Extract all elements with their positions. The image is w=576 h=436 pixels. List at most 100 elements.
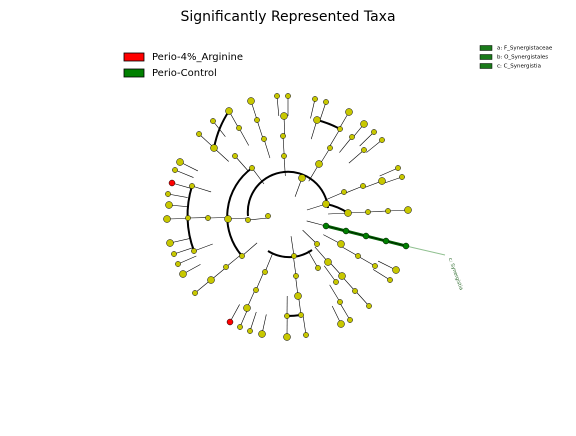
branch	[194, 244, 213, 251]
node	[175, 261, 180, 266]
node	[237, 324, 242, 329]
node	[337, 126, 342, 131]
node	[244, 305, 251, 312]
node	[196, 131, 201, 136]
branch	[349, 150, 364, 163]
node	[284, 313, 289, 318]
node	[323, 201, 330, 208]
node	[236, 125, 241, 130]
node	[314, 117, 321, 124]
node	[372, 263, 377, 268]
clade-label: c: Synergistia	[447, 257, 464, 291]
key-label: b: O_Synergistales	[497, 55, 548, 61]
branch	[344, 186, 363, 193]
key-swatch	[480, 64, 492, 69]
node	[379, 137, 384, 142]
key-swatch	[480, 55, 492, 60]
node	[262, 269, 267, 274]
node	[227, 319, 233, 325]
node	[293, 273, 298, 278]
node	[185, 215, 190, 220]
node	[338, 241, 345, 248]
branch	[311, 99, 315, 118]
branch	[174, 248, 193, 254]
node	[355, 253, 360, 258]
node	[259, 331, 266, 338]
branch	[256, 272, 264, 290]
node	[403, 243, 409, 249]
node	[323, 99, 328, 104]
branch	[283, 136, 284, 156]
node	[223, 264, 228, 269]
node	[361, 121, 368, 128]
node	[399, 174, 404, 179]
node	[346, 109, 353, 116]
node	[345, 210, 352, 217]
node	[284, 334, 291, 341]
branch	[252, 168, 264, 184]
branch	[226, 254, 241, 267]
branch	[277, 96, 279, 116]
node	[337, 299, 342, 304]
node	[395, 165, 400, 170]
node	[361, 147, 366, 152]
node	[285, 93, 290, 98]
node	[405, 207, 412, 214]
branch	[192, 186, 211, 192]
branch	[175, 170, 194, 178]
node	[226, 108, 233, 115]
branch	[339, 137, 352, 153]
branch	[235, 156, 248, 171]
node	[360, 183, 365, 188]
branch	[265, 253, 273, 272]
node	[393, 267, 400, 274]
branch	[264, 139, 270, 158]
node	[327, 145, 332, 150]
arc	[268, 250, 312, 257]
node	[164, 216, 171, 223]
node	[303, 332, 308, 337]
node	[211, 145, 218, 152]
node	[239, 253, 244, 258]
key-label: c: C_Synergistia	[497, 64, 541, 70]
branch	[250, 312, 256, 331]
node	[379, 178, 386, 185]
node	[333, 279, 338, 284]
legend-swatch	[124, 53, 144, 61]
legend-label: Perio-4%_Arginine	[152, 52, 243, 63]
node	[177, 159, 184, 166]
branch	[168, 194, 188, 198]
node	[315, 265, 320, 270]
node	[349, 134, 354, 139]
branch	[303, 315, 306, 335]
branch	[303, 230, 317, 244]
branch	[248, 218, 268, 220]
node	[365, 209, 370, 214]
branch	[242, 243, 257, 256]
node	[169, 180, 175, 186]
branch	[383, 177, 402, 183]
branch	[380, 168, 398, 176]
node	[338, 321, 345, 328]
node	[165, 191, 170, 196]
branch	[320, 102, 326, 121]
node	[208, 277, 215, 284]
node	[249, 165, 254, 170]
branch	[324, 266, 336, 282]
node	[167, 240, 174, 247]
node	[274, 93, 279, 98]
branch	[360, 132, 374, 146]
arc	[214, 111, 229, 148]
node	[343, 228, 349, 234]
key-swatch	[480, 46, 492, 51]
node	[316, 161, 323, 168]
node	[247, 328, 252, 333]
node	[172, 167, 177, 172]
legend-swatch	[124, 69, 144, 77]
node	[323, 223, 329, 229]
node	[371, 129, 376, 134]
node	[341, 189, 346, 194]
